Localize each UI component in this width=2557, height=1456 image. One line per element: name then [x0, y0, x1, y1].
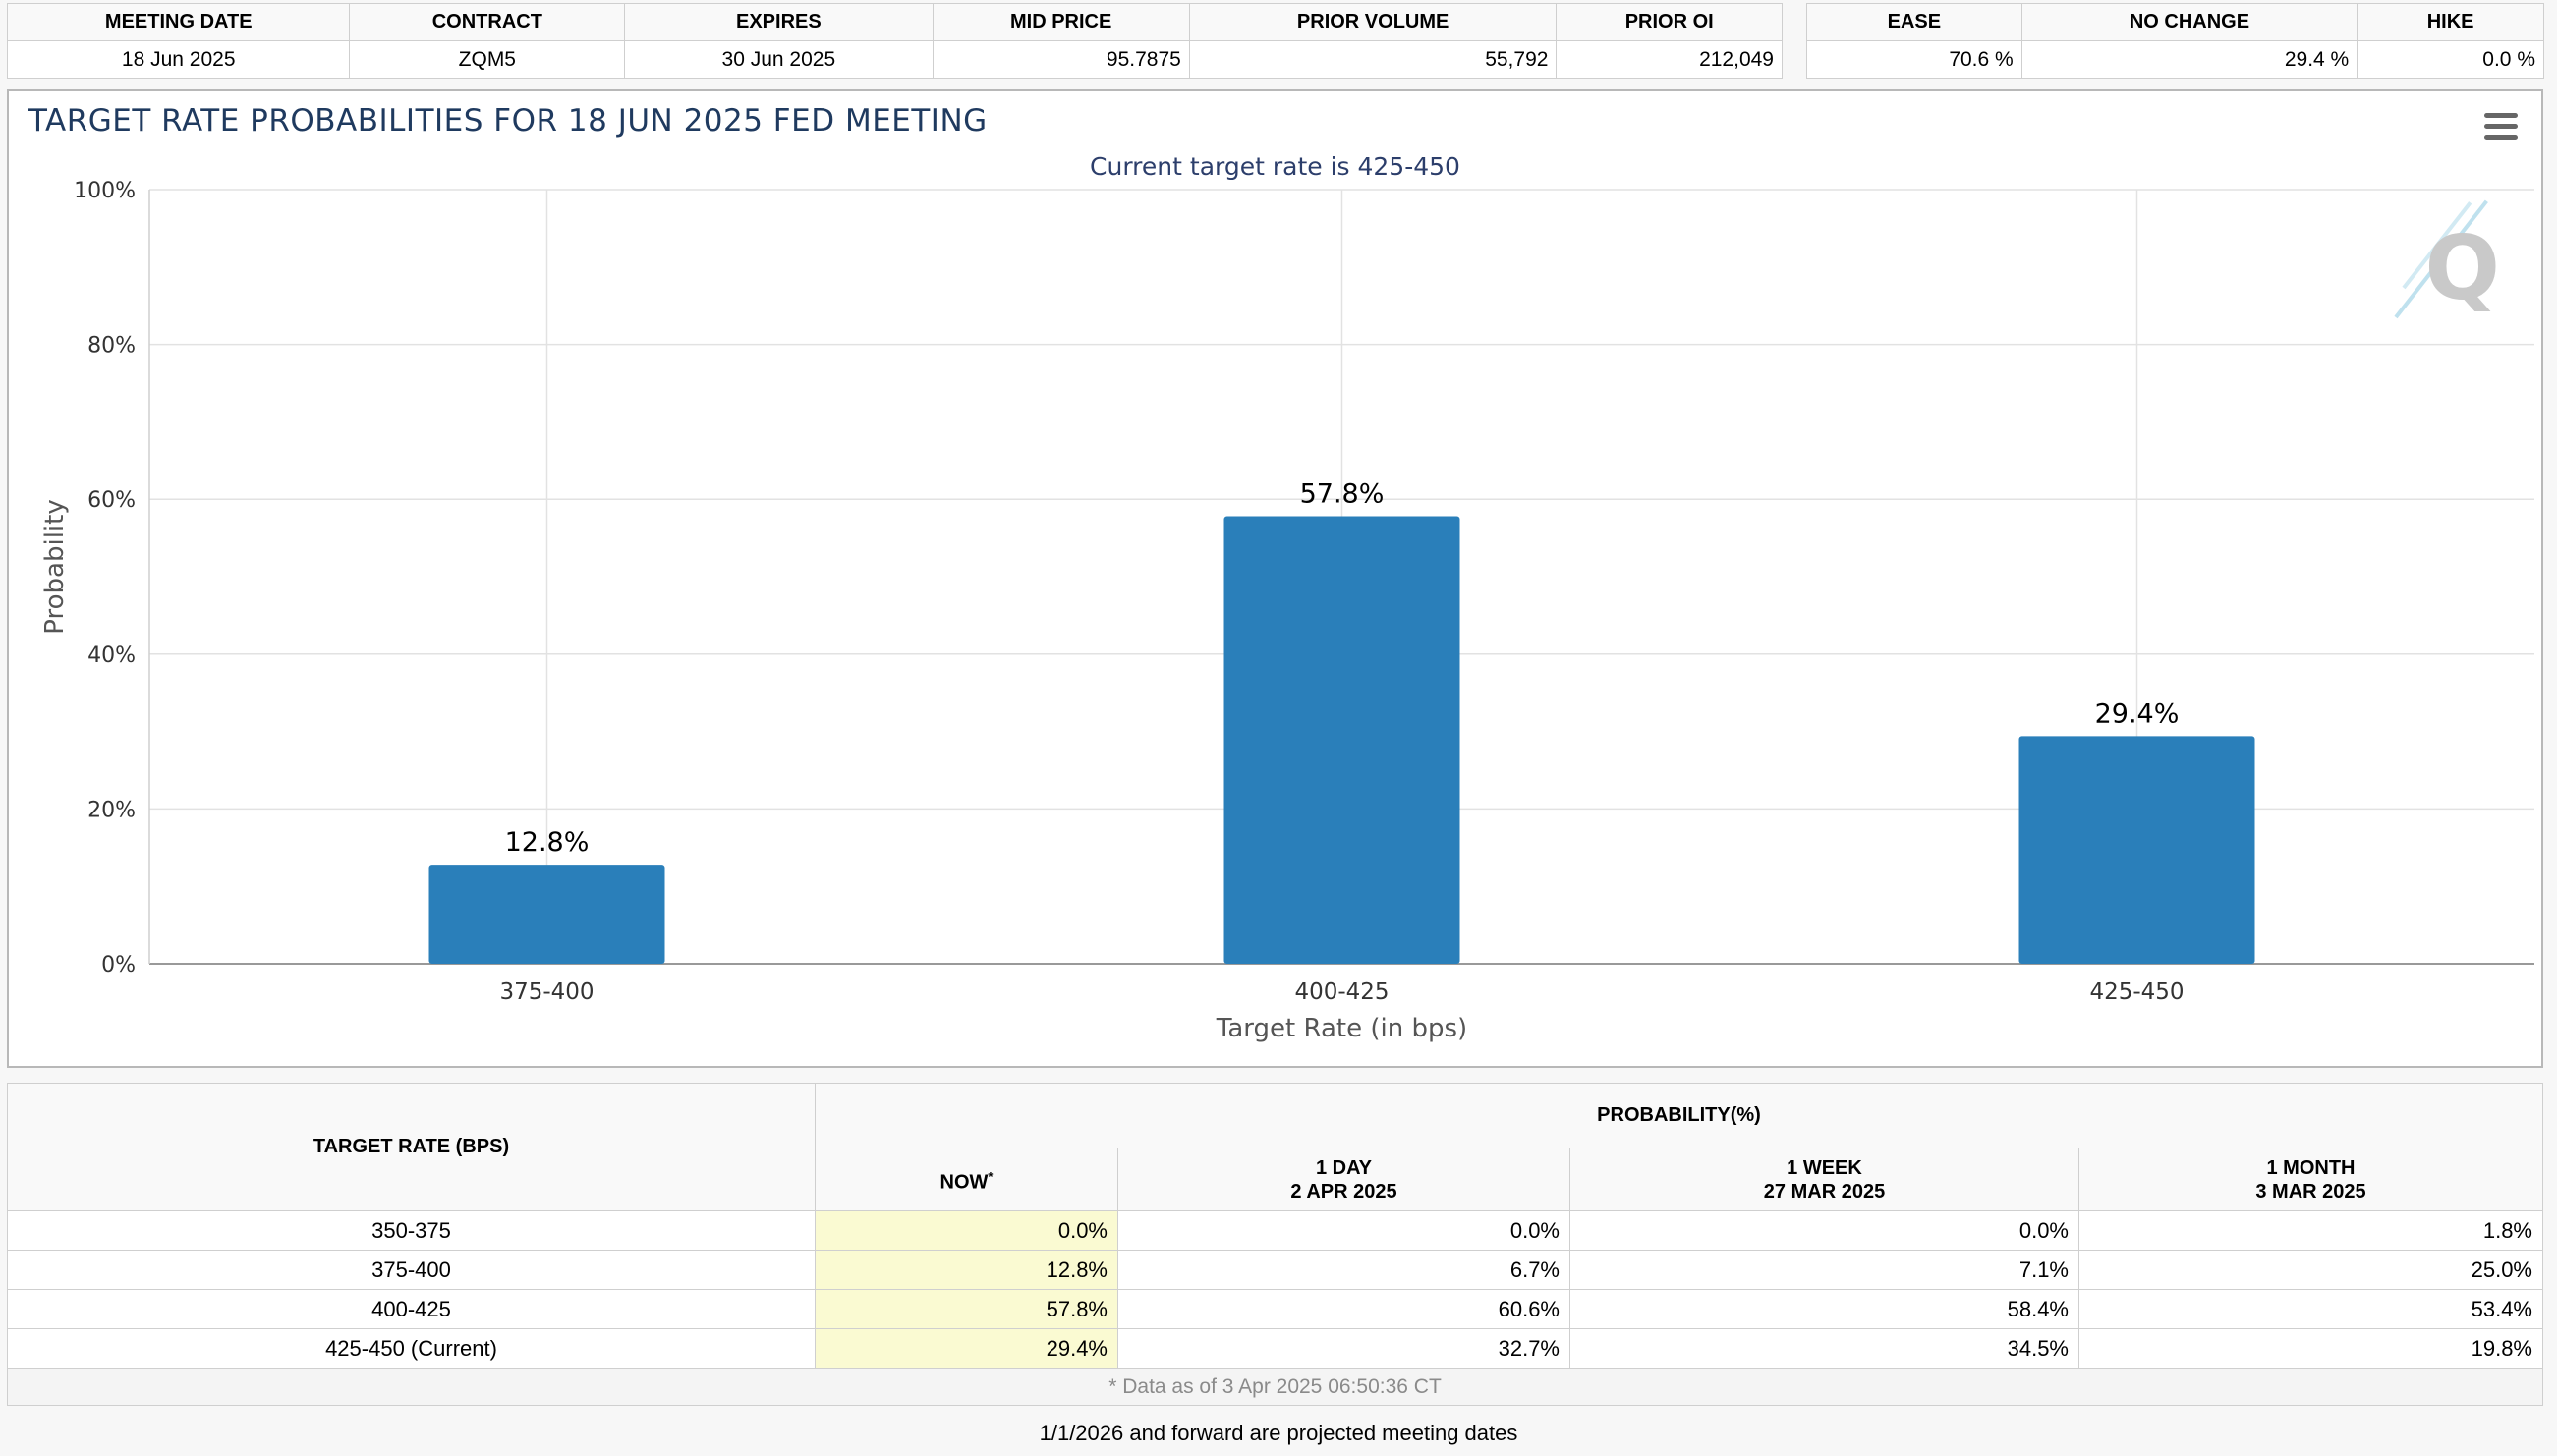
header-prior-volume: PRIOR VOLUME — [1188, 3, 1558, 41]
bar-data-label: 12.8% — [505, 827, 590, 858]
hike-value: 0.0 % — [2357, 40, 2544, 79]
q-logo-icon: Q — [2394, 197, 2502, 335]
table-row: 350-375 0.0% 0.0% 0.0% 1.8% — [7, 1210, 2543, 1251]
bar-400-425 — [1223, 516, 1460, 964]
meeting-info-header-row: MEETING DATE CONTRACT EXPIRES MID PRICE … — [6, 3, 1783, 41]
y-tick-label: 0% — [101, 953, 136, 978]
projected-dates-note: 1/1/2026 and forward are projected meeti… — [1039, 1421, 1518, 1445]
bar-375-400 — [428, 865, 665, 964]
ease-hike-header-row: EASE NO CHANGE HIKE — [1806, 3, 2544, 41]
1-week-probability-cell: 7.1% — [1569, 1250, 2079, 1290]
target-rate-cell: 400-425 — [7, 1289, 816, 1329]
bar-425-450 — [2018, 736, 2255, 964]
1-day-probability-cell: 0.0% — [1117, 1210, 1570, 1251]
target-rate-cell: 375-400 — [7, 1250, 816, 1290]
prior-volume-value: 55,792 — [1188, 40, 1558, 79]
table-row: 400-425 57.8% 60.6% 58.4% 53.4% — [7, 1289, 2543, 1329]
header-1-month: 1 MONTH 3 MAR 2025 — [2078, 1148, 2543, 1211]
no-change-value: 29.4 % — [2020, 40, 2358, 79]
1-week-probability-cell: 34.5% — [1569, 1328, 2079, 1369]
1-week-probability-cell: 0.0% — [1569, 1210, 2079, 1251]
1-day-probability-cell: 32.7% — [1117, 1328, 1570, 1369]
header-prior-oi: PRIOR OI — [1556, 3, 1783, 41]
header-1-day: 1 DAY 2 APR 2025 — [1117, 1148, 1570, 1211]
y-tick-label: 80% — [87, 334, 136, 359]
1-week-probability-cell: 58.4% — [1569, 1289, 2079, 1329]
1-day-probability-cell: 6.7% — [1117, 1250, 1570, 1290]
header-1-month-date: 3 MAR 2025 — [2255, 1180, 2366, 1203]
header-1-day-date: 2 APR 2025 — [1290, 1180, 1397, 1203]
1-month-probability-cell: 25.0% — [2078, 1250, 2543, 1290]
header-now: NOW* — [815, 1148, 1118, 1211]
header-meeting-date: MEETING DATE — [6, 3, 351, 41]
target-rate-cell: 425-450 (Current) — [7, 1328, 816, 1369]
ease-hike-summary-table: EASE NO CHANGE HIKE 70.6 % 29.4 % 0.0 % — [1806, 3, 2544, 79]
header-no-change: NO CHANGE — [2020, 3, 2358, 41]
meeting-date-value: 18 Jun 2025 — [6, 40, 351, 79]
1-month-probability-cell: 53.4% — [2078, 1289, 2543, 1329]
x-tick-label: 375-400 — [499, 980, 594, 1005]
header-probability: PROBABILITY(%) — [815, 1083, 2543, 1148]
y-tick-label: 60% — [87, 488, 136, 513]
header-1-week-date: 27 MAR 2025 — [1763, 1180, 1886, 1203]
x-axis-title: Target Rate (in bps) — [1216, 1014, 1467, 1043]
probability-bar-chart: 0% 20% 40% 60% 80% 100% 12.8% 375-400 57.8% 400-4… — [40, 179, 2534, 1043]
table-row: 425-450 (Current) 29.4% 32.7% 34.5% 19.8… — [7, 1328, 2543, 1369]
1-day-probability-cell: 60.6% — [1117, 1289, 1570, 1329]
target-rate-probability-table: TARGET RATE (BPS) PROBABILITY(%) NOW* 1 … — [7, 1083, 2543, 1406]
header-target-rate: TARGET RATE (BPS) — [7, 1083, 816, 1211]
target-rate-cell: 350-375 — [7, 1210, 816, 1251]
header-ease: EASE — [1806, 3, 2022, 41]
prior-oi-value: 212,049 — [1556, 40, 1783, 79]
meeting-info-table: MEETING DATE CONTRACT EXPIRES MID PRICE … — [6, 3, 1783, 79]
bar-data-label: 29.4% — [2095, 699, 2180, 729]
y-axis-title: Probability — [40, 499, 70, 634]
header-contract: CONTRACT — [349, 3, 626, 41]
header-expires: EXPIRES — [624, 3, 934, 41]
expires-value: 30 Jun 2025 — [624, 40, 934, 79]
now-asterisk: * — [988, 1168, 994, 1184]
ease-value: 70.6 % — [1806, 40, 2022, 79]
bar-data-label: 57.8% — [1300, 479, 1385, 510]
mid-price-value: 95.7875 — [932, 40, 1190, 79]
prob-table-footnote-row: * Data as of 3 Apr 2025 06:50:36 CT — [7, 1368, 2543, 1406]
header-1-week-label: 1 WEEK — [1787, 1156, 1862, 1179]
ease-hike-value-row: 70.6 % 29.4 % 0.0 % — [1806, 40, 2544, 79]
1-month-probability-cell: 19.8% — [2078, 1328, 2543, 1369]
prob-table-header-row-2: NOW* 1 DAY 2 APR 2025 1 WEEK 27 MAR 2025 1… — [8, 1148, 2543, 1211]
1-month-probability-cell: 1.8% — [2078, 1210, 2543, 1251]
y-tick-label: 40% — [87, 644, 136, 668]
header-1-month-label: 1 MONTH — [2266, 1156, 2356, 1179]
header-1-day-label: 1 DAY — [1315, 1156, 1373, 1179]
header-mid-price: MID PRICE — [932, 3, 1190, 41]
header-now-label: NOW — [939, 1171, 989, 1194]
header-hike: HIKE — [2357, 3, 2544, 41]
data-timestamp-footnote: * Data as of 3 Apr 2025 06:50:36 CT — [7, 1368, 2543, 1406]
now-probability-cell: 29.4% — [815, 1328, 1118, 1369]
probability-chart-panel: 0% 20% 40% 60% 80% 100% 12.8% 375-400 57.8% 400-4… — [7, 89, 2543, 1068]
y-tick-label: 20% — [87, 798, 136, 822]
prob-table-header-row-1: TARGET RATE (BPS) PROBABILITY(%) — [7, 1083, 2543, 1211]
header-1-week: 1 WEEK 27 MAR 2025 — [1569, 1148, 2079, 1211]
chart-title: TARGET RATE PROBABILITIES FOR 18 JUN 202… — [28, 103, 988, 139]
now-probability-cell: 12.8% — [815, 1250, 1118, 1290]
now-probability-cell: 0.0% — [815, 1210, 1118, 1251]
meeting-info-value-row: 18 Jun 2025 ZQM5 30 Jun 2025 95.7875 55,… — [6, 40, 1783, 79]
now-probability-cell: 57.8% — [815, 1289, 1118, 1329]
y-tick-label: 100% — [74, 179, 136, 203]
chart-subtitle: Current target rate is 425-450 — [1090, 152, 1460, 181]
table-row: 375-400 12.8% 6.7% 7.1% 25.0% — [7, 1250, 2543, 1290]
x-tick-label: 425-450 — [2089, 980, 2184, 1005]
contract-value: ZQM5 — [349, 40, 626, 79]
x-tick-label: 400-425 — [1294, 980, 1389, 1005]
hamburger-menu-icon[interactable] — [2484, 113, 2518, 140]
